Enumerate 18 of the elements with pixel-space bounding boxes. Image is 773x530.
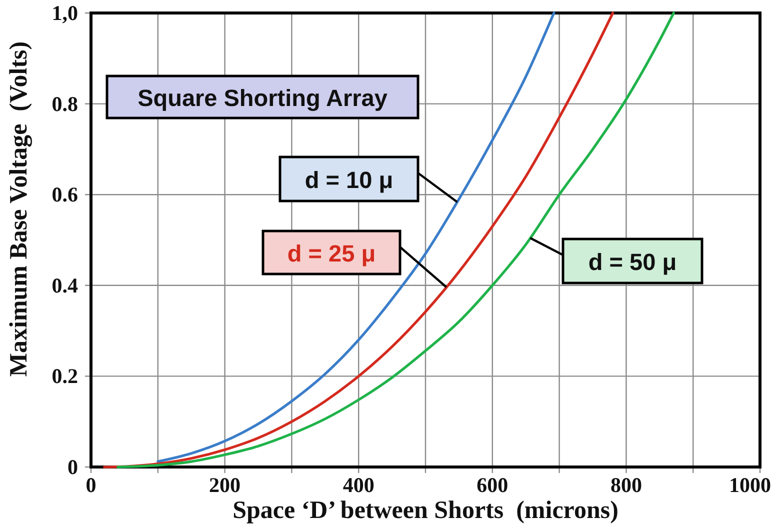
text: Square Shorting Array [138, 85, 388, 111]
y-tick-label: 0 [68, 455, 78, 479]
x-tick-label: 0 [86, 473, 96, 497]
text: d = 50 μ [588, 249, 677, 275]
y-axis-title: Maximum Base Voltage (Volts) [6, 41, 32, 377]
y-tick-label: 0.6 [52, 182, 78, 207]
x-tick-label: 800 [610, 473, 642, 497]
y-tick-label: 1,0 [52, 1, 78, 25]
x-axis-title: Space ‘D’ between Shorts (microns) [232, 497, 618, 524]
x-tick-label: 400 [342, 473, 374, 497]
x-tick-label: 200 [209, 473, 241, 497]
y-tick-label: 0.4 [52, 273, 78, 298]
y-tick-label: 0.2 [52, 364, 78, 388]
x-tick-label: 600 [476, 473, 508, 497]
text: d = 25 μ [287, 240, 376, 266]
x-tick-label: 1000 [729, 473, 771, 497]
y-tick-label: 0.8 [52, 92, 78, 116]
text: d = 10 μ [304, 167, 394, 193]
